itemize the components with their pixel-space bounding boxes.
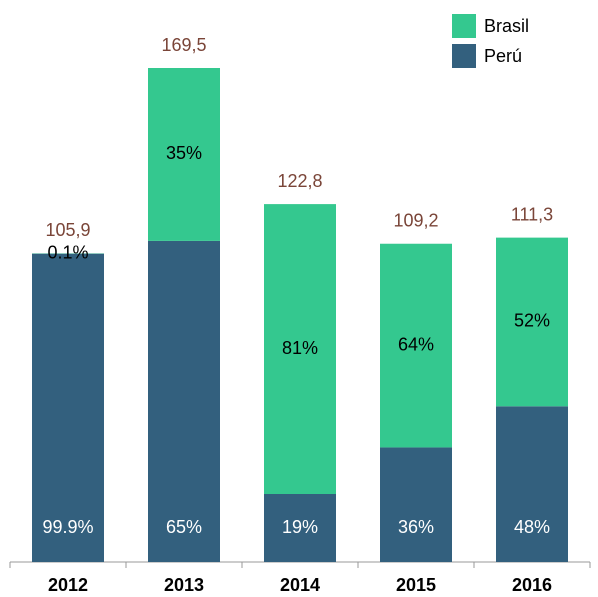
value-label: 36% xyxy=(398,517,434,537)
bar-segment xyxy=(264,493,336,562)
legend-swatch xyxy=(452,14,476,38)
bar-segment xyxy=(496,237,568,407)
x-tick-label: 2013 xyxy=(164,575,204,595)
x-tick-label: 2014 xyxy=(280,575,320,595)
total-label: 111,3 xyxy=(511,204,553,224)
bar-segment xyxy=(496,406,568,562)
value-label: 65% xyxy=(166,517,202,537)
total-label: 169,5 xyxy=(161,35,206,55)
value-label: 81% xyxy=(282,338,318,358)
value-label: 35% xyxy=(166,143,202,163)
bar-segment xyxy=(148,240,220,562)
value-label: 64% xyxy=(398,334,434,354)
bar-segment xyxy=(264,204,336,494)
legend-label: Brasil xyxy=(484,16,529,36)
bar-segment xyxy=(148,68,220,241)
total-label: 122,8 xyxy=(277,171,322,191)
bar-segment xyxy=(380,447,452,562)
value-label: 0.1% xyxy=(47,242,88,262)
value-label: 52% xyxy=(514,311,550,331)
legend-swatch xyxy=(452,44,476,68)
x-tick-label: 2012 xyxy=(48,575,88,595)
total-label: 109,2 xyxy=(393,210,438,230)
legend-label: Perú xyxy=(484,46,522,66)
value-label: 99.9% xyxy=(42,517,93,537)
bar-segment xyxy=(32,253,104,562)
value-label: 19% xyxy=(282,517,318,537)
total-label: 105,9 xyxy=(45,220,90,240)
x-tick-label: 2016 xyxy=(512,575,552,595)
x-tick-label: 2015 xyxy=(396,575,436,595)
bar-segment xyxy=(380,243,452,448)
value-label: 48% xyxy=(514,517,550,537)
